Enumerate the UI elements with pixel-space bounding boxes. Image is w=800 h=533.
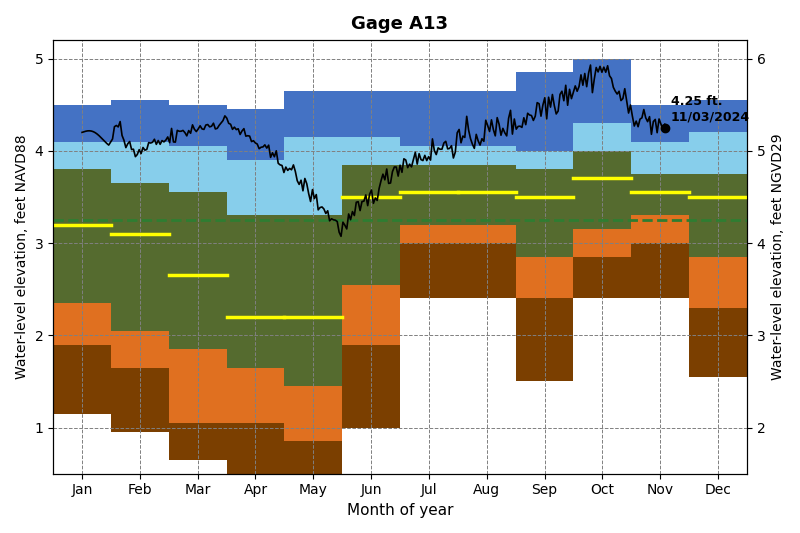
Bar [689, 174, 747, 257]
Bar [53, 344, 111, 414]
Bar [342, 285, 400, 344]
Bar [342, 137, 400, 165]
Bar [169, 349, 226, 423]
Bar [516, 72, 574, 151]
Y-axis label: Water-level elevation, feet NGVD29: Water-level elevation, feet NGVD29 [771, 134, 785, 380]
Bar [400, 165, 458, 224]
Bar [458, 165, 516, 224]
Bar [631, 243, 689, 298]
Bar [631, 174, 689, 215]
Text: 4.25 ft.
11/03/2024: 4.25 ft. 11/03/2024 [670, 95, 750, 123]
Bar [169, 192, 226, 349]
Bar [226, 109, 284, 160]
Bar [574, 257, 631, 298]
X-axis label: Month of year: Month of year [346, 503, 454, 518]
Bar [516, 151, 574, 169]
Bar [516, 169, 574, 257]
Bar [689, 100, 747, 132]
Bar [400, 91, 458, 146]
Bar [169, 104, 226, 146]
Bar [458, 91, 516, 146]
Bar [284, 386, 342, 441]
Bar [226, 368, 284, 423]
Bar [111, 368, 169, 432]
Bar [169, 423, 226, 460]
Bar [400, 146, 458, 165]
Bar [53, 142, 111, 169]
Bar [342, 344, 400, 427]
Bar [284, 91, 342, 137]
Bar [458, 243, 516, 298]
Bar [631, 215, 689, 243]
Bar [284, 215, 342, 386]
Bar [111, 100, 169, 142]
Y-axis label: Water-level elevation, feet NAVD88: Water-level elevation, feet NAVD88 [15, 135, 29, 379]
Bar [689, 257, 747, 308]
Bar [631, 142, 689, 174]
Bar [574, 123, 631, 151]
Bar [226, 423, 284, 474]
Bar [53, 169, 111, 303]
Bar [574, 59, 631, 123]
Bar [516, 298, 574, 382]
Bar [284, 137, 342, 215]
Bar [342, 91, 400, 137]
Bar [53, 104, 111, 142]
Bar [111, 183, 169, 330]
Bar [400, 243, 458, 298]
Bar [226, 215, 284, 368]
Bar [111, 142, 169, 183]
Bar [689, 132, 747, 174]
Bar [689, 308, 747, 377]
Bar [400, 224, 458, 243]
Bar [516, 257, 574, 298]
Bar [53, 303, 111, 344]
Bar [458, 224, 516, 243]
Bar [458, 146, 516, 165]
Bar [631, 104, 689, 142]
Bar [574, 151, 631, 229]
Bar [111, 330, 169, 368]
Bar [342, 165, 400, 285]
Bar [169, 146, 226, 192]
Bar [574, 229, 631, 257]
Bar [226, 160, 284, 215]
Title: Gage A13: Gage A13 [351, 15, 449, 33]
Bar [284, 441, 342, 474]
